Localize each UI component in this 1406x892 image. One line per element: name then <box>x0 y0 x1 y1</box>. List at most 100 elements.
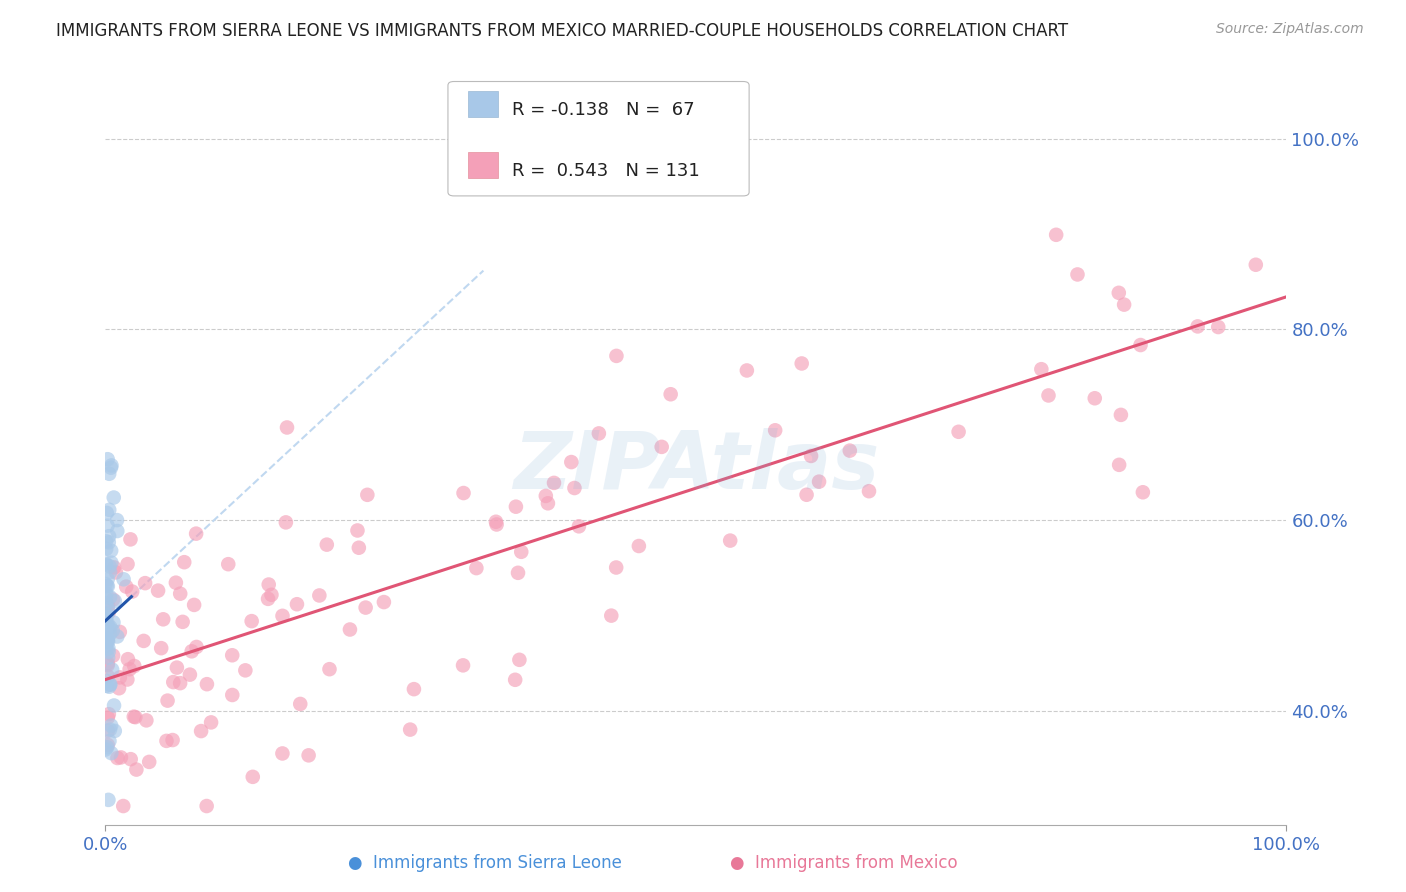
Point <box>315 538 337 552</box>
Point <box>221 688 243 702</box>
Point <box>1206 320 1229 334</box>
Point <box>180 644 202 658</box>
Point <box>505 500 527 514</box>
Point <box>510 545 533 559</box>
Point <box>98 503 121 517</box>
Point <box>100 460 122 475</box>
Point <box>260 588 283 602</box>
Point <box>1084 391 1107 405</box>
Point <box>588 426 610 441</box>
Text: R =  0.543   N = 131: R = 0.543 N = 131 <box>512 161 699 179</box>
Point <box>124 659 146 673</box>
Point <box>97 620 120 634</box>
Point <box>98 678 121 692</box>
Point <box>108 670 131 684</box>
Point <box>96 606 118 620</box>
Point <box>122 709 145 723</box>
Point <box>108 681 131 696</box>
Point <box>98 559 121 574</box>
Point <box>179 667 201 681</box>
Point <box>104 723 127 738</box>
Point <box>162 675 184 690</box>
Point <box>356 488 378 502</box>
Point <box>339 623 361 637</box>
Point <box>96 740 118 755</box>
Point <box>1132 485 1154 500</box>
Point <box>97 535 120 549</box>
Point <box>1114 298 1136 312</box>
Point <box>101 592 124 607</box>
Point <box>120 752 142 766</box>
Text: Source: ZipAtlas.com: Source: ZipAtlas.com <box>1216 22 1364 37</box>
Point <box>503 673 526 687</box>
Point <box>96 506 118 520</box>
Point <box>763 423 786 437</box>
Point <box>271 608 294 623</box>
Point <box>121 584 143 599</box>
Point <box>800 449 823 463</box>
Point <box>105 524 128 538</box>
Point <box>190 724 212 739</box>
Point <box>96 608 118 623</box>
Point <box>718 533 741 548</box>
Point <box>98 677 121 691</box>
Point <box>290 697 312 711</box>
Text: IMMIGRANTS FROM SIERRA LEONE VS IMMIGRANTS FROM MEXICO MARRIED-COUPLE HOUSEHOLDS: IMMIGRANTS FROM SIERRA LEONE VS IMMIGRAN… <box>56 22 1069 40</box>
Point <box>1129 338 1152 352</box>
Point <box>605 349 627 363</box>
Point <box>96 633 118 648</box>
Point <box>242 770 264 784</box>
Point <box>1038 388 1060 402</box>
Point <box>132 634 155 648</box>
Point <box>97 634 120 648</box>
Point <box>257 591 280 606</box>
Point <box>838 443 860 458</box>
Point <box>97 645 120 659</box>
Point <box>96 541 118 556</box>
Point <box>560 455 582 469</box>
Point <box>94 610 117 624</box>
Point <box>94 534 117 549</box>
Point <box>97 598 120 612</box>
Point <box>183 598 205 612</box>
Point <box>534 489 557 503</box>
Point <box>627 539 650 553</box>
Point <box>651 440 673 454</box>
Point <box>1108 285 1130 300</box>
Point <box>135 714 157 728</box>
Point <box>402 682 425 697</box>
Point <box>100 543 122 558</box>
Point <box>105 513 128 527</box>
Point <box>235 664 257 678</box>
Point <box>146 583 169 598</box>
Point <box>97 641 120 656</box>
Point <box>166 660 188 674</box>
Point <box>1187 319 1209 334</box>
Point <box>308 589 330 603</box>
Point <box>138 755 160 769</box>
Point <box>858 484 880 499</box>
Point <box>354 600 377 615</box>
Point <box>453 486 475 500</box>
Point <box>564 481 586 495</box>
Point <box>508 653 530 667</box>
Point <box>134 576 156 591</box>
Point <box>107 751 129 765</box>
Text: ZIPAtlas: ZIPAtlas <box>513 427 879 506</box>
Point <box>100 860 122 874</box>
Point <box>195 799 218 814</box>
Point <box>120 533 142 547</box>
Point <box>543 475 565 490</box>
Point <box>112 799 135 814</box>
Point <box>98 529 121 543</box>
Point <box>117 652 139 666</box>
Point <box>659 387 682 401</box>
Point <box>105 630 128 644</box>
Point <box>1031 362 1053 376</box>
Bar <box>468 91 498 118</box>
Point <box>152 612 174 626</box>
Point <box>97 669 120 683</box>
Point <box>600 608 623 623</box>
Point <box>195 677 218 691</box>
Point <box>1066 268 1088 282</box>
